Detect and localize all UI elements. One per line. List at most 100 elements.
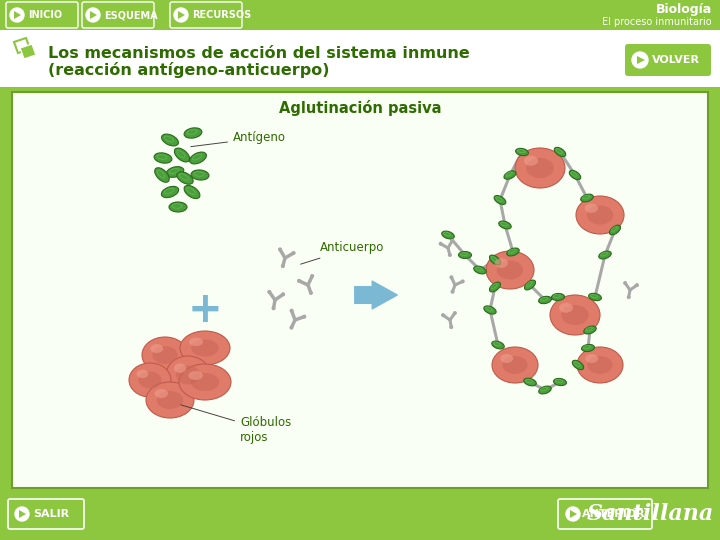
Polygon shape [90, 11, 97, 19]
Circle shape [86, 8, 100, 22]
Ellipse shape [189, 152, 207, 164]
Ellipse shape [289, 326, 294, 329]
Ellipse shape [585, 204, 598, 213]
Ellipse shape [442, 231, 454, 239]
Ellipse shape [492, 341, 504, 349]
Ellipse shape [166, 356, 210, 394]
Ellipse shape [490, 255, 500, 265]
Ellipse shape [177, 172, 193, 184]
Ellipse shape [486, 251, 534, 289]
Circle shape [15, 507, 29, 521]
Ellipse shape [189, 371, 203, 380]
Polygon shape [19, 510, 26, 518]
Ellipse shape [562, 305, 589, 325]
Ellipse shape [176, 366, 200, 384]
Ellipse shape [492, 347, 538, 383]
Ellipse shape [635, 283, 639, 287]
Ellipse shape [161, 134, 179, 146]
Ellipse shape [129, 363, 171, 397]
Ellipse shape [495, 259, 508, 268]
Ellipse shape [474, 266, 486, 274]
Text: ANTERIOR: ANTERIOR [582, 509, 646, 519]
Ellipse shape [155, 168, 169, 183]
Ellipse shape [292, 251, 296, 255]
Polygon shape [637, 56, 645, 64]
Ellipse shape [570, 170, 581, 180]
Ellipse shape [507, 248, 519, 256]
Ellipse shape [155, 389, 168, 398]
Ellipse shape [310, 274, 314, 278]
Ellipse shape [451, 290, 454, 294]
FancyArrowPatch shape [355, 281, 397, 309]
Ellipse shape [577, 347, 623, 383]
Text: Biología: Biología [656, 3, 712, 17]
Ellipse shape [441, 313, 445, 317]
Ellipse shape [281, 264, 285, 268]
Ellipse shape [526, 158, 554, 178]
Polygon shape [178, 11, 185, 19]
Ellipse shape [500, 354, 513, 363]
Polygon shape [570, 510, 577, 518]
Circle shape [10, 8, 24, 22]
Ellipse shape [588, 356, 613, 374]
Ellipse shape [609, 225, 621, 235]
Ellipse shape [174, 148, 189, 162]
Ellipse shape [137, 369, 148, 378]
Ellipse shape [589, 293, 601, 301]
Ellipse shape [142, 337, 188, 373]
Ellipse shape [192, 340, 219, 356]
Ellipse shape [278, 247, 282, 252]
Ellipse shape [184, 128, 202, 138]
Ellipse shape [550, 295, 600, 335]
Ellipse shape [459, 252, 472, 259]
Ellipse shape [552, 293, 564, 301]
Bar [0, 87, 720, 90]
Ellipse shape [138, 372, 161, 388]
FancyBboxPatch shape [6, 2, 78, 28]
Ellipse shape [503, 356, 528, 374]
Ellipse shape [184, 185, 200, 199]
Ellipse shape [153, 346, 178, 364]
Ellipse shape [271, 306, 276, 310]
Ellipse shape [450, 239, 454, 242]
Ellipse shape [180, 331, 230, 365]
Ellipse shape [504, 171, 516, 179]
Ellipse shape [490, 282, 500, 292]
Ellipse shape [461, 279, 464, 284]
Ellipse shape [515, 148, 565, 188]
Text: VOLVER: VOLVER [652, 55, 700, 65]
FancyBboxPatch shape [558, 499, 652, 529]
Bar [0, 0, 720, 30]
Polygon shape [14, 11, 21, 19]
Ellipse shape [524, 156, 538, 166]
Text: Anticuerpo: Anticuerpo [301, 241, 384, 264]
Text: Antígeno: Antígeno [191, 132, 286, 147]
Ellipse shape [626, 295, 631, 299]
Text: ESQUEMA: ESQUEMA [104, 10, 158, 20]
Ellipse shape [297, 279, 301, 283]
Ellipse shape [161, 186, 179, 198]
Ellipse shape [267, 290, 271, 294]
Ellipse shape [539, 386, 552, 394]
Text: INICIO: INICIO [28, 10, 62, 20]
Ellipse shape [169, 202, 187, 212]
Circle shape [632, 52, 648, 68]
Text: RECURSOS: RECURSOS [192, 10, 251, 20]
Text: Glóbulos
rojos: Glóbulos rojos [181, 405, 292, 444]
Ellipse shape [554, 147, 566, 157]
FancyBboxPatch shape [170, 2, 242, 28]
Ellipse shape [599, 251, 611, 259]
Ellipse shape [191, 373, 220, 391]
Ellipse shape [623, 281, 627, 285]
Ellipse shape [154, 153, 172, 163]
Ellipse shape [191, 170, 209, 180]
Circle shape [174, 8, 188, 22]
Ellipse shape [146, 382, 194, 418]
Ellipse shape [524, 280, 536, 290]
Ellipse shape [587, 206, 613, 225]
Text: +: + [188, 289, 222, 331]
Ellipse shape [189, 338, 203, 346]
Ellipse shape [582, 345, 595, 352]
Ellipse shape [585, 354, 598, 363]
Ellipse shape [584, 326, 596, 334]
